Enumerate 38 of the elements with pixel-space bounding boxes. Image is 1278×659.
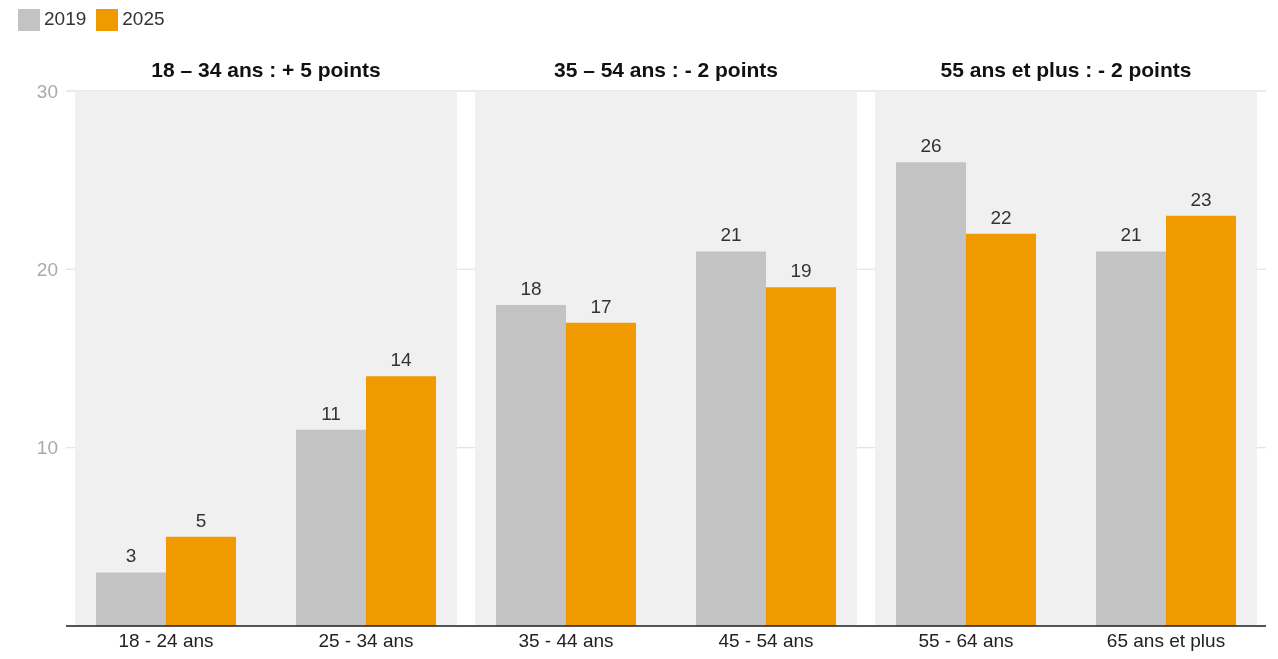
- data-label: 19: [790, 260, 812, 282]
- data-label: 18: [520, 277, 542, 299]
- x-tick-label: 35 - 44 ans: [518, 630, 614, 652]
- bar: [966, 233, 1036, 626]
- bar: [1096, 251, 1166, 626]
- data-label: 22: [990, 206, 1012, 228]
- y-tick-label: 10: [36, 437, 58, 459]
- x-tick-label: 45 - 54 ans: [718, 630, 814, 652]
- x-tick-label: 18 - 24 ans: [118, 630, 214, 652]
- data-label: 23: [1190, 188, 1212, 210]
- y-tick-label: 20: [36, 259, 58, 281]
- bar: [1166, 215, 1236, 626]
- bar: [496, 304, 566, 626]
- band-label: 55 ans et plus : - 2 points: [940, 57, 1192, 81]
- bar: [766, 287, 836, 626]
- legend-label: 2019: [44, 8, 87, 29]
- band-label: 35 – 54 ans : - 2 points: [553, 57, 779, 81]
- data-label: 26: [920, 135, 942, 157]
- bar: [296, 429, 366, 626]
- bar: [696, 251, 766, 626]
- data-label: 3: [125, 545, 137, 567]
- bar: [366, 376, 436, 626]
- data-label: 5: [195, 509, 207, 531]
- data-label: 14: [390, 349, 412, 371]
- x-tick-label: 65 ans et plus: [1106, 630, 1226, 652]
- x-tick-label: 55 - 64 ans: [918, 630, 1014, 652]
- data-label: 17: [590, 295, 612, 317]
- data-label: 21: [720, 224, 742, 246]
- data-label: 21: [1120, 224, 1142, 246]
- data-label: 11: [321, 402, 341, 424]
- bar: [166, 536, 236, 626]
- legend-label: 2025: [122, 8, 165, 29]
- band-label: 18 – 34 ans : + 5 points: [151, 57, 381, 81]
- bar: [896, 162, 966, 626]
- bar: [566, 322, 636, 626]
- y-tick-label: 30: [36, 80, 58, 102]
- bar: [96, 572, 166, 626]
- x-tick-label: 25 - 34 ans: [318, 630, 414, 652]
